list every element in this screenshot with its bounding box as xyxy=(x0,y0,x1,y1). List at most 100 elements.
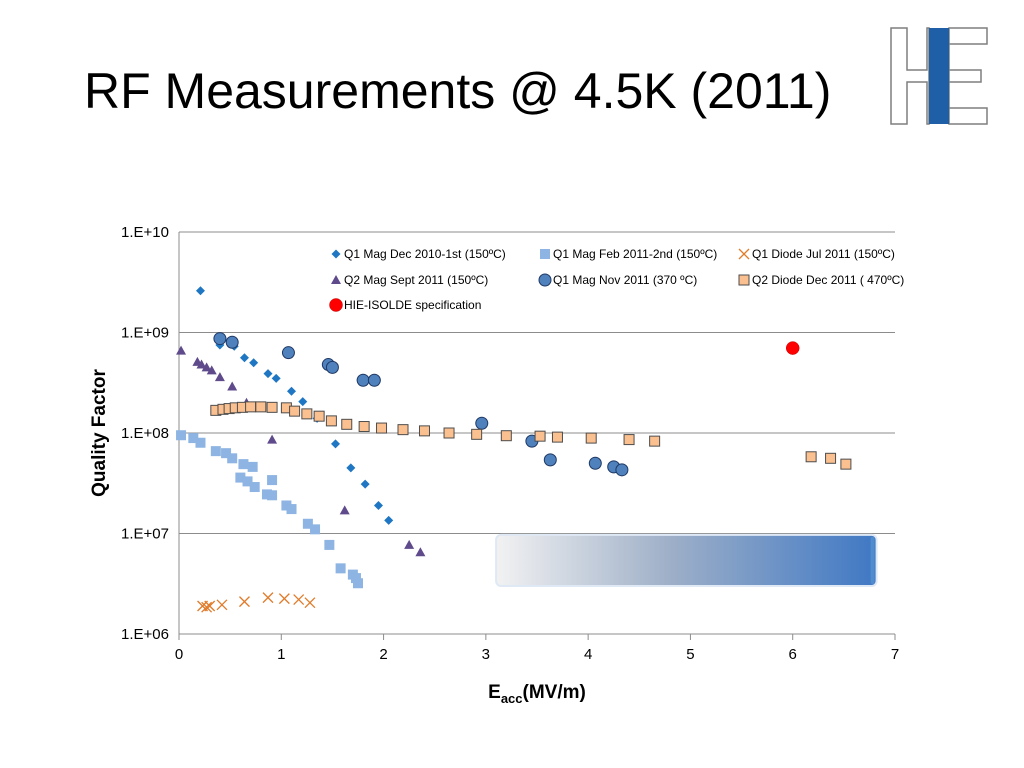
legend-label: Q2 Mag Sept 2011 (150ºC) xyxy=(344,273,488,287)
legend-item: Q2 Diode Dec 2011 ( 470ºC) xyxy=(738,273,904,287)
data-point xyxy=(325,360,339,374)
data-point xyxy=(201,362,212,372)
data-point xyxy=(384,515,394,525)
data-point xyxy=(543,453,557,467)
data-point xyxy=(350,573,361,584)
data-point xyxy=(238,459,249,470)
data-point xyxy=(418,425,430,437)
data-point xyxy=(261,489,272,500)
series-2 xyxy=(197,592,316,613)
legend-label: Q1 Mag Feb 2011-2nd (150ºC) xyxy=(553,247,717,261)
data-point xyxy=(339,505,350,515)
data-point xyxy=(615,463,629,477)
data-point xyxy=(302,518,313,529)
gradient-box xyxy=(495,533,878,588)
data-point xyxy=(239,353,249,363)
x-axis-title: Eacc(MV/m) xyxy=(488,682,586,706)
y-tick-label: 1.E+07 xyxy=(121,526,169,543)
data-point xyxy=(649,435,661,447)
data-point xyxy=(213,332,227,346)
legend-label: Q1 Diode Jul 2011 (150ºC) xyxy=(752,247,895,261)
x-tick-label: 3 xyxy=(482,646,490,663)
data-point xyxy=(313,410,325,422)
y-tick-label: 1.E+09 xyxy=(121,325,169,342)
data-point xyxy=(360,479,370,489)
data-point xyxy=(249,358,259,368)
x-axis-title-unit: (MV/m) xyxy=(523,682,586,703)
legend-marker xyxy=(331,275,341,284)
x-tick-label: 2 xyxy=(379,646,387,663)
data-point xyxy=(278,593,290,605)
data-point xyxy=(255,401,267,413)
legend-marker xyxy=(331,249,341,259)
data-point xyxy=(227,453,238,464)
data-point xyxy=(376,422,388,434)
data-point xyxy=(204,600,216,612)
y-tick-label: 1.E+10 xyxy=(121,224,169,241)
series-1 xyxy=(176,430,363,589)
series-4 xyxy=(213,332,629,477)
data-point xyxy=(201,601,213,613)
data-point xyxy=(247,461,258,472)
y-tick-label: 1.E+08 xyxy=(121,425,169,442)
data-point xyxy=(471,428,483,440)
data-point xyxy=(227,381,238,391)
data-point xyxy=(475,416,489,430)
data-point xyxy=(221,448,232,459)
data-point xyxy=(397,424,409,436)
data-point xyxy=(304,597,316,609)
data-point xyxy=(263,369,273,379)
data-point xyxy=(324,539,335,550)
data-point xyxy=(176,430,187,441)
data-point xyxy=(266,401,278,413)
series-0 xyxy=(195,286,394,525)
data-point xyxy=(195,437,206,448)
x-axis-title-sub: acc xyxy=(501,691,523,706)
data-point xyxy=(262,592,274,604)
data-point xyxy=(534,430,546,442)
x-tick-label: 6 xyxy=(789,646,797,663)
data-point xyxy=(353,578,363,589)
data-point xyxy=(239,596,250,608)
data-point xyxy=(267,434,278,444)
page-title: RF Measurements @ 4.5K (2011) xyxy=(84,63,832,119)
data-point xyxy=(358,421,370,433)
x-tick-label: 1 xyxy=(277,646,285,663)
data-point xyxy=(341,418,353,430)
data-point xyxy=(443,427,455,439)
legend-marker xyxy=(329,298,343,312)
data-point xyxy=(195,286,205,296)
data-point xyxy=(206,365,217,375)
series-5 xyxy=(210,401,852,470)
data-point xyxy=(216,599,228,611)
data-point xyxy=(249,482,260,493)
data-point xyxy=(267,475,278,486)
data-point xyxy=(281,346,295,360)
x-tick-label: 4 xyxy=(584,646,592,663)
data-point xyxy=(310,524,321,535)
gradient-box-edge xyxy=(870,536,875,585)
data-point xyxy=(373,500,383,510)
y-axis-title: Quality Factor xyxy=(89,369,110,497)
data-point xyxy=(176,345,187,355)
data-point xyxy=(356,373,370,387)
legend-marker xyxy=(738,248,750,260)
data-point xyxy=(585,432,597,444)
data-point xyxy=(245,401,257,413)
data-point xyxy=(840,458,852,470)
data-point xyxy=(267,490,278,501)
legend-item: Q1 Diode Jul 2011 (150ºC) xyxy=(738,247,895,261)
legend-marker xyxy=(538,273,552,287)
legend-marker xyxy=(540,249,550,259)
data-point xyxy=(825,452,837,464)
legend-item: HIE-ISOLDE specification xyxy=(329,298,481,312)
legend-marker xyxy=(738,274,750,286)
data-point xyxy=(325,415,337,427)
data-point xyxy=(623,434,635,446)
data-point xyxy=(335,563,346,574)
y-tick-label: 1.E+06 xyxy=(121,626,169,643)
data-point xyxy=(210,446,221,457)
legend-item: Q1 Mag Nov 2011 (370 ºC) xyxy=(538,273,697,287)
data-point xyxy=(785,341,800,355)
